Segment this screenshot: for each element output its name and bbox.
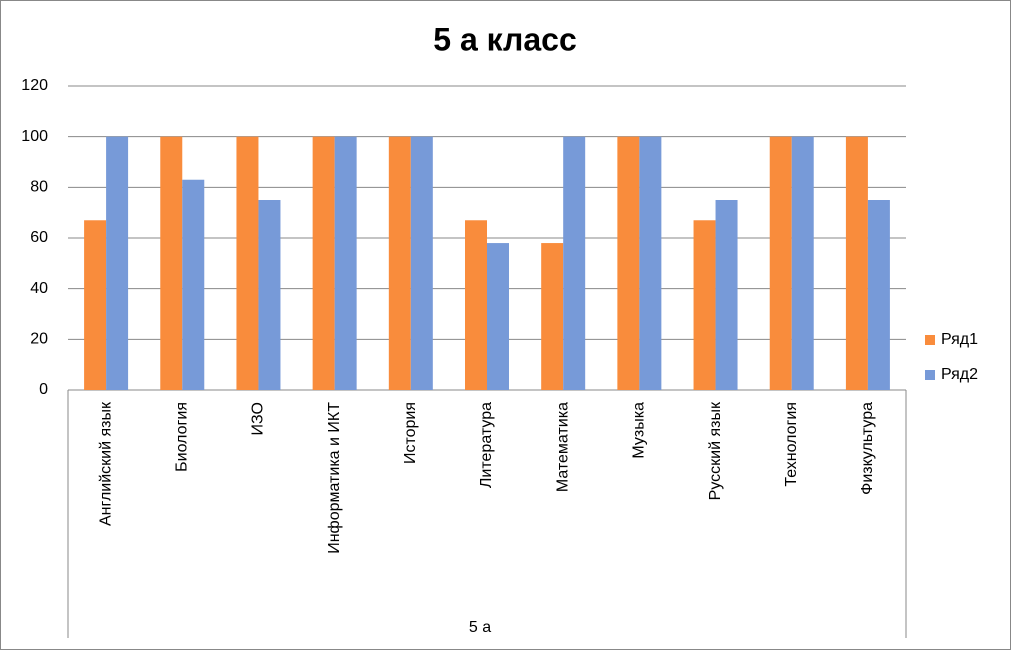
x-tick-label: Информатика и ИКТ — [326, 402, 343, 554]
x-tick-label: История — [402, 402, 419, 464]
y-tick-label: 60 — [30, 229, 48, 246]
bar — [715, 200, 738, 390]
y-tick-label: 20 — [30, 331, 48, 348]
bar — [410, 136, 433, 390]
bar — [258, 200, 281, 390]
bar — [541, 243, 564, 390]
bar — [312, 136, 335, 390]
bar — [639, 136, 662, 390]
bar — [617, 136, 640, 390]
chart-title: 5 а класс — [433, 21, 577, 57]
category-group-label: 5 а — [469, 619, 491, 636]
x-tick-label: Музыка — [631, 402, 648, 459]
bar — [182, 179, 205, 390]
bar — [334, 136, 357, 390]
legend-label: Ряд1 — [941, 331, 978, 348]
bar — [563, 136, 586, 390]
bar — [388, 136, 411, 390]
bar — [106, 136, 129, 390]
x-tick-label: Литература — [478, 402, 495, 488]
y-tick-label: 120 — [21, 77, 48, 94]
legend-swatch — [925, 335, 935, 345]
y-tick-label: 40 — [30, 280, 48, 297]
bar — [465, 220, 487, 390]
x-tick-label: Технология — [783, 402, 800, 487]
y-tick-label: 100 — [21, 128, 48, 145]
x-tick-label: ИЗО — [250, 402, 267, 435]
bar — [845, 136, 868, 390]
bar — [791, 136, 814, 390]
x-tick-label: Биология — [173, 402, 190, 472]
bar — [84, 220, 107, 390]
y-tick-label: 0 — [39, 381, 48, 398]
bar — [236, 136, 259, 390]
bar — [693, 220, 716, 390]
y-tick-label: 80 — [30, 179, 48, 196]
legend-label: Ряд2 — [941, 366, 978, 383]
bar — [487, 243, 509, 390]
x-tick-label: Математика — [554, 402, 571, 492]
bar — [160, 136, 183, 390]
x-tick-label: Физкультура — [859, 402, 876, 495]
bar — [867, 200, 890, 390]
legend-swatch — [925, 370, 935, 380]
x-tick-label: Русский язык — [707, 401, 724, 500]
bar — [769, 136, 792, 390]
x-tick-label: Английский язык — [97, 401, 114, 526]
